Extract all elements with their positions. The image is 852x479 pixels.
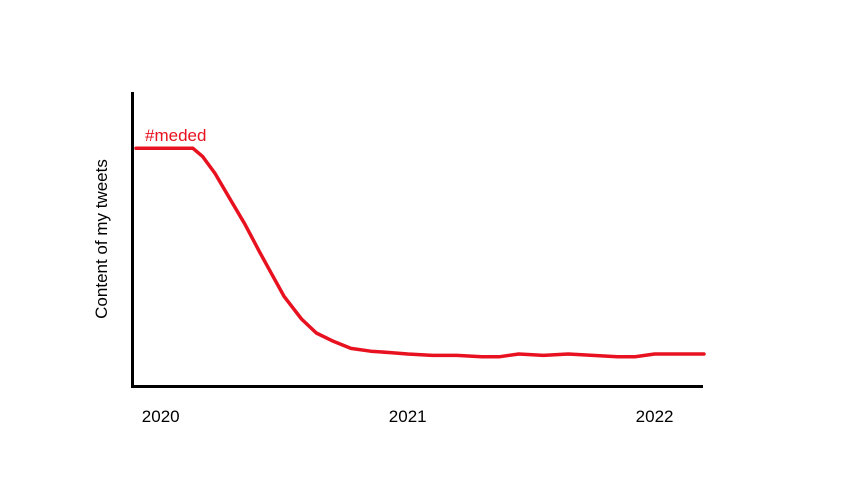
y-axis-label: Content of my tweets xyxy=(92,159,111,319)
x-tick-label-2020: 2020 xyxy=(142,407,180,426)
x-tick-labels: 2020 2021 2022 xyxy=(142,407,674,426)
x-tick-label-2022: 2022 xyxy=(636,407,674,426)
series-label-meded: #meded xyxy=(145,126,206,145)
x-tick-label-2021: 2021 xyxy=(389,407,427,426)
series-line-meded xyxy=(134,146,706,359)
